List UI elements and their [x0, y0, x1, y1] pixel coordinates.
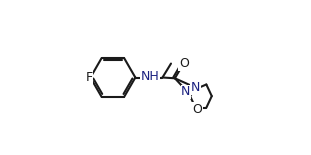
Text: N: N: [181, 85, 191, 98]
Text: N: N: [191, 81, 200, 94]
Text: O: O: [192, 103, 202, 116]
Text: O: O: [179, 57, 189, 70]
Text: F: F: [86, 71, 93, 84]
Text: NH: NH: [141, 70, 160, 83]
